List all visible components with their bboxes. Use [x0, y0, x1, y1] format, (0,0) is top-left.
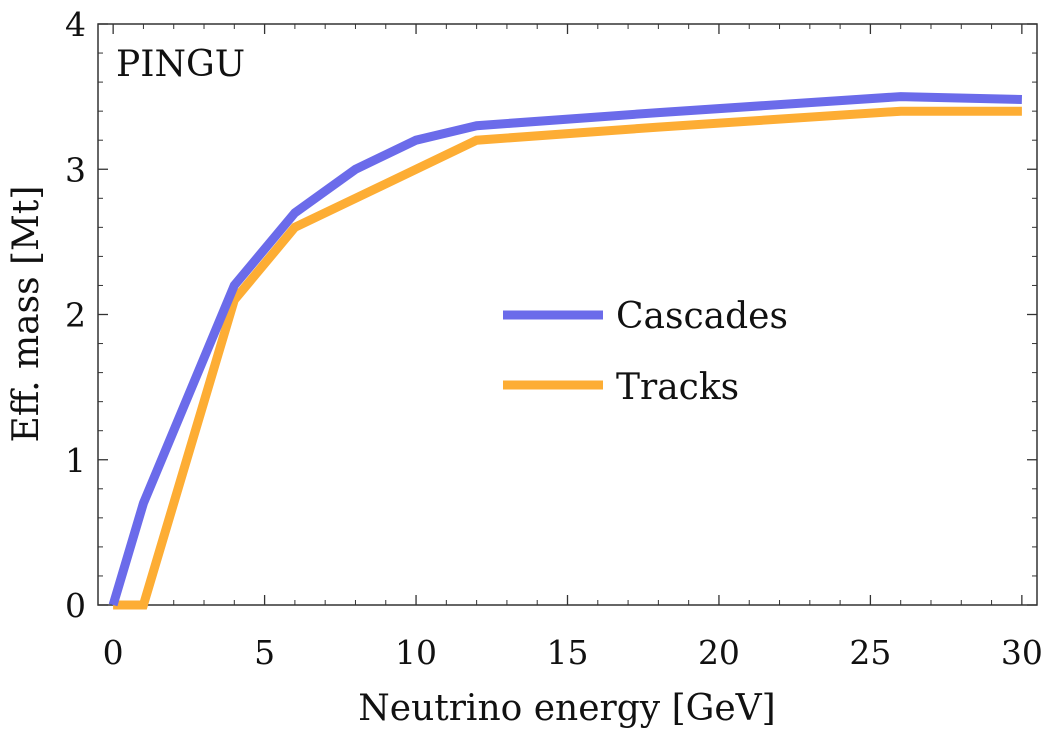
x-axis-title: Neutrino energy [GeV]	[358, 688, 775, 729]
series-line-tracks	[113, 106, 1022, 610]
y-tick-label: 4	[65, 5, 86, 44]
x-tick-label: 0	[103, 633, 124, 672]
major-ticks	[98, 23, 1037, 606]
y-tick-label: 2	[65, 296, 86, 335]
plot-annotation: PINGU	[116, 44, 245, 85]
series-lines	[108, 92, 1023, 610]
y-tick-label: 3	[65, 150, 86, 189]
y-tick-labels: 0 1 2 3 4	[65, 5, 86, 625]
x-tick-label: 25	[849, 633, 891, 672]
x-tick-labels: 0 5 10 15 20 25 30	[103, 633, 1042, 672]
x-tick-label: 5	[254, 633, 275, 672]
x-tick-label: 10	[395, 633, 437, 672]
series-line-cascades	[108, 92, 1023, 607]
y-tick-label: 1	[65, 441, 86, 480]
legend-label-tracks: Tracks	[616, 367, 739, 408]
x-tick-label: 15	[547, 633, 589, 672]
x-tick-label: 20	[698, 633, 740, 672]
x-tick-label: 30	[1001, 633, 1042, 672]
legend-label-cascades: Cascades	[616, 296, 788, 337]
y-tick-label: 0	[65, 586, 86, 625]
y-axis-title: Eff. mass [Mt]	[6, 186, 47, 443]
legend: Cascades Tracks	[503, 296, 788, 408]
